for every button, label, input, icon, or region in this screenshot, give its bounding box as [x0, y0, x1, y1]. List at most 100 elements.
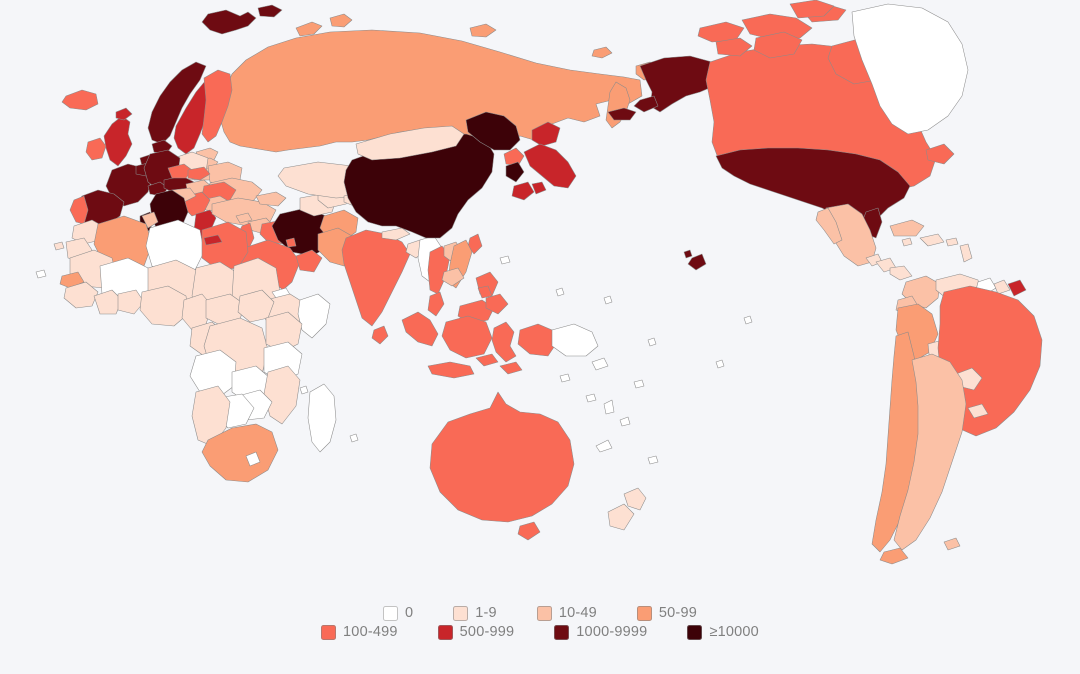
country-pacific-dots-1[interactable] [560, 374, 570, 382]
legend-item-100-499[interactable]: 100-499 [321, 625, 398, 640]
country-new-zealand-s[interactable] [608, 504, 634, 530]
country-uae-oman[interactable] [296, 250, 322, 272]
country-nepal[interactable] [382, 228, 410, 240]
country-madagascar[interactable] [308, 384, 336, 452]
country-pacific-dots-8[interactable] [648, 338, 656, 346]
country-timor[interactable] [500, 362, 522, 374]
country-ireland[interactable] [86, 138, 106, 160]
country-thailand[interactable] [428, 246, 450, 294]
country-japan-shikoku[interactable] [532, 182, 546, 194]
country-south-korea[interactable] [506, 162, 524, 182]
country-north-korea[interactable] [504, 148, 524, 166]
country-cape-verde[interactable] [36, 270, 46, 278]
country-canary[interactable] [54, 242, 64, 250]
country-banks-island[interactable] [716, 38, 752, 56]
legend-item-1000-9999[interactable]: 1000-9999 [554, 625, 647, 640]
country-philippines-mindanao[interactable] [486, 294, 508, 314]
country-south-africa[interactable] [202, 424, 278, 482]
country-pacific-dots-6[interactable] [556, 288, 564, 296]
country-comoros[interactable] [300, 386, 308, 394]
country-china-ne[interactable] [466, 112, 520, 150]
country-solomon[interactable] [592, 358, 608, 370]
country-slovakia[interactable] [188, 167, 210, 180]
country-australia[interactable] [430, 392, 574, 522]
country-japan-honshu[interactable] [524, 144, 576, 188]
country-sulawesi[interactable] [492, 322, 516, 362]
legend-item-0[interactable]: 0 [382, 606, 413, 621]
country-svalbard[interactable] [202, 10, 256, 34]
country-vanuatu[interactable] [604, 400, 614, 414]
legend-item-10000-plus[interactable]: ≥10000 [687, 625, 759, 640]
country-greenland[interactable] [852, 4, 968, 134]
country-suriname[interactable] [994, 280, 1010, 294]
country-iceland[interactable] [62, 90, 98, 110]
country-tasmania[interactable] [518, 522, 540, 540]
legend-item-10-49[interactable]: 10-49 [536, 606, 597, 621]
country-guinea-sierra-liberia[interactable] [64, 282, 98, 308]
country-angola[interactable] [190, 350, 236, 398]
legend-item-500-999[interactable]: 500-999 [437, 625, 515, 640]
country-pacific-dots-9[interactable] [716, 360, 724, 368]
country-cuba[interactable] [890, 220, 924, 236]
country-canada-arctic-1[interactable] [742, 14, 812, 40]
country-other-indonesia-isles[interactable] [476, 354, 498, 366]
country-pacific-dots-7[interactable] [604, 296, 612, 304]
country-pacific-dots-5[interactable] [500, 256, 510, 264]
country-sumatra[interactable] [402, 312, 438, 346]
country-lesser-antilles[interactable] [960, 244, 972, 262]
country-haiti-dr[interactable] [920, 234, 944, 246]
country-mongolia[interactable] [356, 126, 464, 160]
country-crete[interactable] [204, 235, 222, 245]
country-sev-zemlya[interactable] [330, 14, 352, 27]
country-philippines-visayas[interactable] [478, 286, 492, 298]
country-pacific-dots-4[interactable] [634, 380, 644, 388]
legend-item-50-99[interactable]: 50-99 [636, 606, 697, 621]
country-cambodia[interactable] [442, 268, 464, 286]
country-tierra-del-fuego[interactable] [880, 548, 908, 564]
country-scotland-isles[interactable] [116, 108, 132, 120]
country-ghana-togo-benin[interactable] [118, 290, 144, 314]
country-lesotho[interactable] [246, 452, 260, 466]
country-alaska-peninsula[interactable] [634, 96, 658, 112]
country-sri-lanka[interactable] [372, 326, 388, 344]
country-hawaii-small[interactable] [684, 250, 692, 258]
country-french-guiana[interactable] [1008, 280, 1026, 296]
country-georgia-caucasus[interactable] [256, 192, 286, 206]
country-new-siberian[interactable] [470, 24, 496, 37]
country-jamaica[interactable] [902, 238, 912, 246]
map-svg[interactable] [0, 0, 1080, 610]
country-kuwait[interactable] [286, 238, 296, 247]
country-finland[interactable] [202, 70, 232, 142]
country-ellesmere[interactable] [790, 0, 834, 18]
country-tunisia[interactable] [142, 212, 158, 228]
country-pacific-dots-2[interactable] [648, 456, 658, 464]
country-egypt[interactable] [202, 222, 248, 270]
country-borneo[interactable] [442, 316, 492, 358]
country-puerto-rico[interactable] [946, 238, 958, 246]
country-malaysia-w[interactable] [428, 292, 444, 316]
country-papua-new-guinea[interactable] [552, 324, 598, 356]
country-costa-rica-panama[interactable] [890, 266, 912, 280]
country-uganda-kenya[interactable] [266, 312, 302, 352]
country-falklands[interactable] [944, 538, 960, 550]
country-java[interactable] [428, 362, 474, 378]
country-new-zealand-n[interactable] [624, 488, 646, 510]
country-wrangel[interactable] [592, 47, 612, 58]
country-baja[interactable] [816, 208, 842, 244]
country-aleutians[interactable] [608, 108, 636, 120]
country-pacific-dots-10[interactable] [744, 316, 752, 324]
country-pacific-dots-3[interactable] [586, 394, 596, 402]
country-papua-indonesia[interactable] [518, 324, 556, 356]
country-uruguay[interactable] [968, 404, 988, 418]
country-novaya-zemlya[interactable] [296, 22, 322, 36]
legend-item-1-9[interactable]: 1-9 [453, 606, 497, 621]
country-mauritius-dots[interactable] [350, 434, 358, 442]
country-somalia[interactable] [298, 294, 330, 338]
country-nigeria[interactable] [140, 286, 188, 326]
country-new-caledonia[interactable] [596, 440, 612, 452]
country-cyprus[interactable] [236, 213, 252, 223]
country-franz-josef[interactable] [258, 5, 282, 17]
country-japan-kyushu[interactable] [512, 182, 534, 200]
country-newfoundland[interactable] [926, 144, 954, 164]
country-alaska[interactable] [640, 56, 720, 112]
